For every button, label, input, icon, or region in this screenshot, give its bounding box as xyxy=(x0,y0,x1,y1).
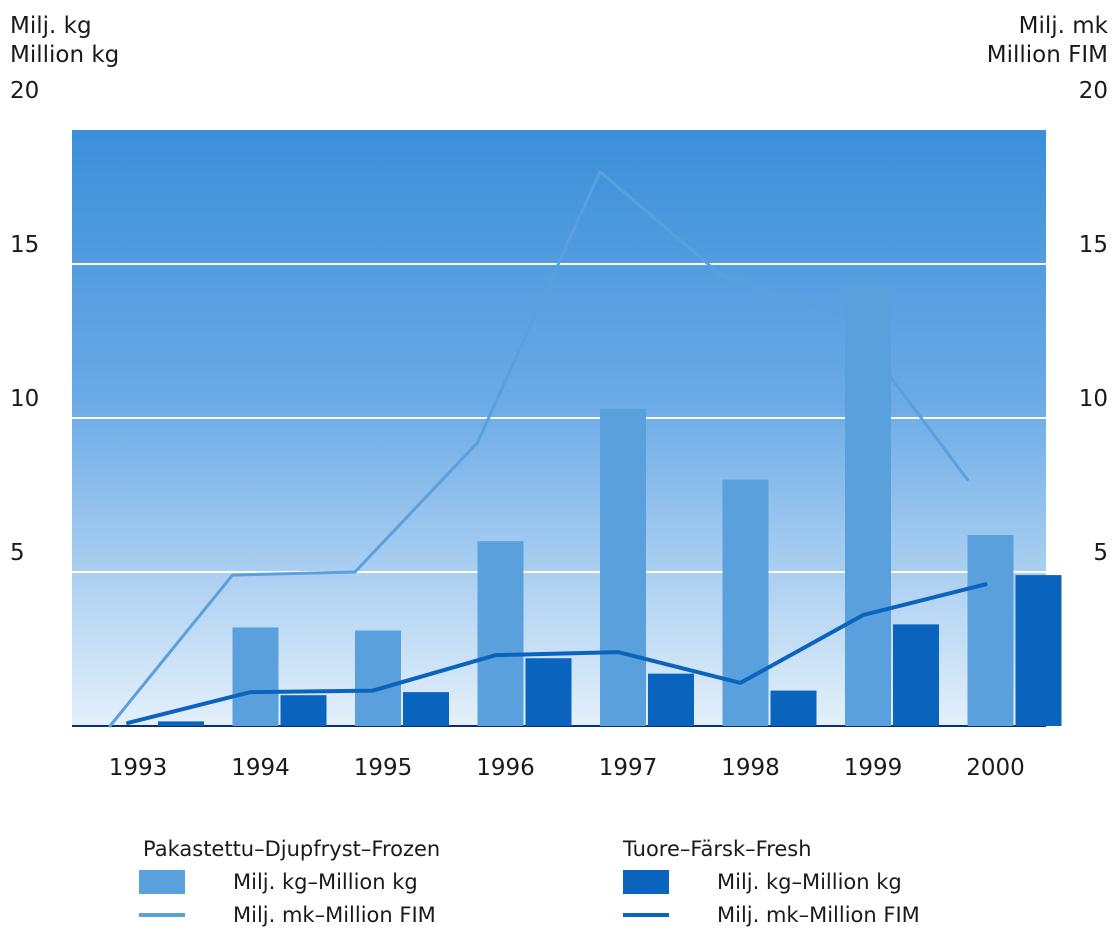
right-axis-title-fi: Milj. mk xyxy=(1018,13,1108,39)
left-tick-label: 15 xyxy=(10,232,39,258)
legend-fresh-kg-label: Milj. kg–Million kg xyxy=(717,870,902,894)
legend-fresh-fim: Milj. mk–Million FIM xyxy=(623,903,920,927)
legend-frozen-title: Pakastettu–Djupfryst–Frozen xyxy=(143,837,441,861)
legend-frozen-kg-swatch xyxy=(139,870,185,894)
x-tick-label-1995: 1995 xyxy=(354,755,413,781)
legend-fresh-fim-swatch xyxy=(623,913,669,917)
bar-frozen-kg-2000 xyxy=(967,535,1014,726)
bar-fresh-kg-1996 xyxy=(525,658,572,726)
left-axis-title-fi: Milj. kg xyxy=(10,13,92,39)
x-tick-label-1996: 1996 xyxy=(476,755,535,781)
bar-fresh-kg-1993 xyxy=(158,721,204,726)
bar-fresh-kg-1999 xyxy=(893,624,939,726)
bar-fresh-kg-2000 xyxy=(1015,575,1062,726)
x-tick-label-1998: 1998 xyxy=(721,755,780,781)
right-tick-label: 15 xyxy=(1079,232,1108,258)
legend-frozen-fim-label: Milj. mk–Million FIM xyxy=(233,903,436,927)
bar-fresh-kg-1998 xyxy=(770,690,817,726)
legend-fresh-kg-swatch xyxy=(623,870,669,894)
x-tick-label-1999: 1999 xyxy=(844,755,903,781)
legend-fresh-title: Tuore–Färsk–Fresh xyxy=(623,837,812,861)
legend-frozen-kg: Milj. kg–Million kg xyxy=(139,870,418,894)
left-tick-label: 5 xyxy=(10,540,25,566)
bar-frozen-kg-1995 xyxy=(355,630,401,726)
legend-frozen-fim-swatch xyxy=(139,913,185,917)
bar-frozen-kg-1999 xyxy=(845,285,891,726)
bar-frozen-kg-1997 xyxy=(600,408,646,726)
left-axis-title-en: Million kg xyxy=(10,42,120,68)
x-tick-label-1997: 1997 xyxy=(599,755,658,781)
line-frozen-fim xyxy=(108,170,969,728)
x-tick-label-2000: 2000 xyxy=(966,755,1025,781)
right-axis-title-en: Million FIM xyxy=(986,42,1108,68)
right-tick-label: 5 xyxy=(1093,540,1108,566)
right-axis-title: Milj. mk Million FIM xyxy=(987,12,1108,70)
x-tick-label-1993: 1993 xyxy=(109,755,168,781)
line-fresh-fim xyxy=(126,582,988,725)
x-tick-label-1994: 1994 xyxy=(231,755,290,781)
legend-frozen-kg-label: Milj. kg–Million kg xyxy=(233,870,418,894)
bar-frozen-kg-1996 xyxy=(477,541,524,726)
chart-canvas: 5 10 15 20 5 10 15 20 1993 1994 1995 1996 1997 1998 19… xyxy=(10,78,1108,781)
right-tick-label: 20 xyxy=(1079,78,1108,104)
left-tick-label: 10 xyxy=(10,386,39,412)
right-tick-label: 10 xyxy=(1079,386,1108,412)
bar-frozen-kg-1994 xyxy=(232,627,279,726)
bar-fresh-kg-1997 xyxy=(648,673,694,726)
legend-fresh-fim-label: Milj. mk–Million FIM xyxy=(717,903,920,927)
legend-frozen-fim: Milj. mk–Million FIM xyxy=(139,903,436,927)
left-tick-label: 20 xyxy=(10,78,39,104)
bar-fresh-kg-1994 xyxy=(280,695,327,726)
left-axis-title: Milj. kg Million kg xyxy=(10,12,119,70)
legend-fresh-kg: Milj. kg–Million kg xyxy=(623,870,902,894)
bar-frozen-kg-1998 xyxy=(722,479,769,726)
bar-fresh-kg-1995 xyxy=(403,692,449,726)
